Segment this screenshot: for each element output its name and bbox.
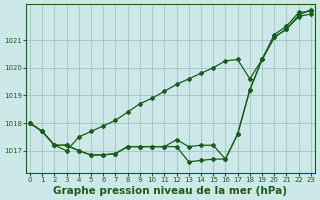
X-axis label: Graphe pression niveau de la mer (hPa): Graphe pression niveau de la mer (hPa) [53,186,287,196]
